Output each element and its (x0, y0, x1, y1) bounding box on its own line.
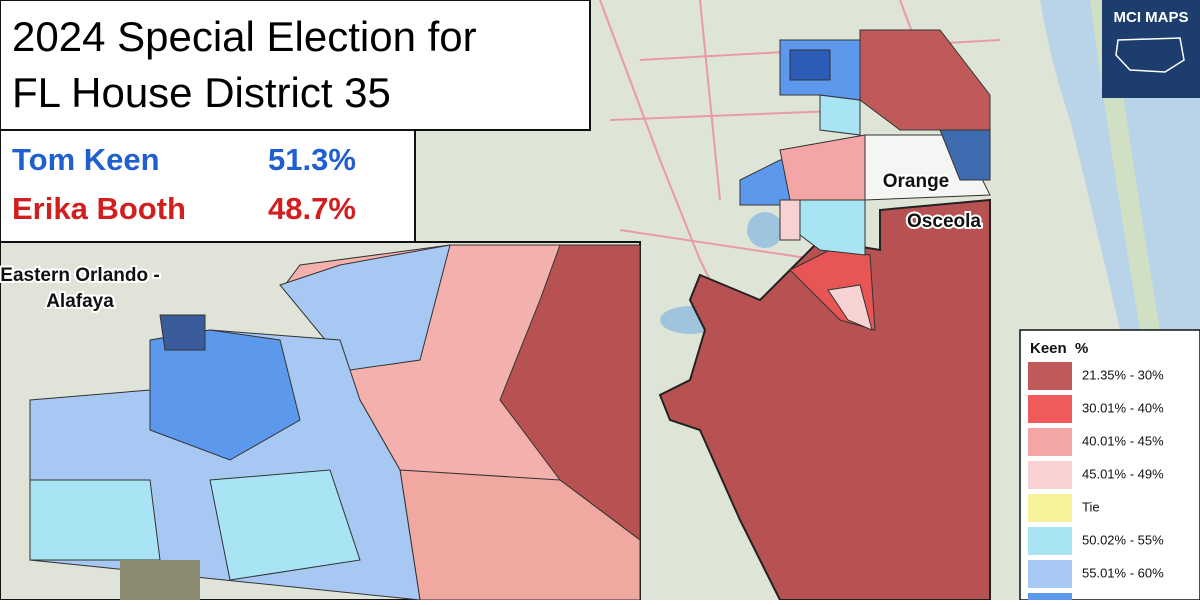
lake (747, 212, 783, 248)
title-line: FL House District 35 (12, 69, 391, 116)
candidate-name: Tom Keen (12, 142, 160, 177)
county-label: Orange (883, 171, 950, 192)
legend-swatch (1028, 362, 1072, 390)
legend-swatch (1028, 461, 1072, 489)
inset-label: Eastern Orlando - (0, 265, 159, 286)
legend-swatch (1028, 395, 1072, 423)
logo-text: MCI MAPS (1114, 9, 1189, 26)
inset-label: Alafaya (46, 291, 114, 312)
legend-label: 40.01% - 45% (1082, 433, 1164, 448)
legend-swatch (1028, 560, 1072, 588)
legend-swatch (1028, 494, 1072, 522)
legend-label: 45.01% - 49% (1082, 466, 1164, 481)
county-label: Osceola (907, 211, 981, 232)
precinct (827, 284, 873, 331)
legend-label: 30.01% - 40% (1082, 400, 1164, 415)
legend-label: 50.02% - 55% (1082, 532, 1164, 547)
results-box (0, 129, 416, 243)
logo-map (1115, 37, 1185, 73)
legend-swatch (1028, 428, 1072, 456)
title-box (0, 0, 591, 131)
precinct (819, 94, 861, 136)
title-line: 2024 Special Election for (12, 13, 477, 60)
legend-title: Keen % (1030, 340, 1088, 357)
precinct (789, 49, 831, 81)
candidate-percent: 51.3% (268, 142, 356, 177)
candidate-percent: 48.7% (268, 191, 356, 226)
candidate-name: Erika Booth (12, 191, 186, 226)
precinct (939, 129, 991, 181)
legend-label: 55.01% - 60% (1082, 565, 1164, 580)
legend-swatch (1028, 527, 1072, 555)
legend-label: 21.35% - 30% (1082, 367, 1164, 382)
precinct (779, 199, 801, 241)
legend-label: Tie (1082, 499, 1100, 514)
legend-swatch (1028, 593, 1072, 605)
inset-map (0, 241, 641, 601)
logo (1102, 0, 1200, 98)
